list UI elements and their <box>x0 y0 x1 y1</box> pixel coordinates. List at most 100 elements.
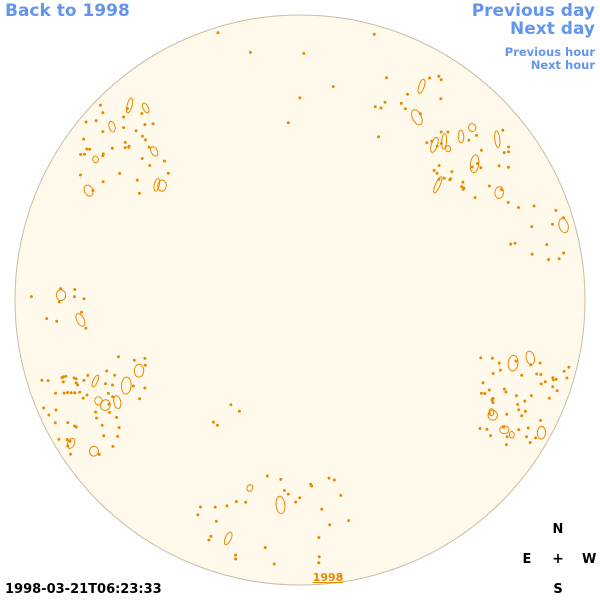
contour-mark <box>47 413 51 417</box>
compass-south-label: S <box>553 582 563 597</box>
contour-mark <box>117 426 121 429</box>
contour-mark <box>199 505 202 509</box>
contour-mark <box>530 252 534 256</box>
contour-mark <box>439 97 443 101</box>
contour-mark <box>143 363 147 367</box>
contour-mark <box>82 297 86 301</box>
contour-mark <box>491 401 495 405</box>
contour-mark <box>499 425 510 435</box>
contour-mark <box>72 376 76 380</box>
contour-mark <box>543 380 547 384</box>
contour-mark <box>547 258 550 262</box>
contour-mark <box>339 493 343 497</box>
contour-mark <box>433 176 443 194</box>
contour-mark <box>525 435 529 439</box>
contour-mark <box>505 412 509 416</box>
contour-mark <box>225 504 229 508</box>
year-label[interactable]: 1998 <box>313 571 344 584</box>
contour-mark <box>498 368 502 372</box>
contour-mark <box>61 375 65 379</box>
contour-mark <box>286 492 290 496</box>
contour-mark <box>76 383 80 387</box>
contour-mark <box>554 377 558 381</box>
contour-mark <box>148 164 152 167</box>
contour-mark <box>153 178 161 192</box>
contour-mark <box>494 130 501 149</box>
contour-mark <box>111 383 114 387</box>
next-day-link[interactable]: Next day <box>510 19 595 39</box>
contour-mark <box>442 176 446 180</box>
contour-mark <box>65 438 69 441</box>
contour-mark <box>485 427 489 431</box>
contour-mark <box>328 523 332 527</box>
contour-mark <box>377 135 380 139</box>
contour-mark <box>439 130 443 134</box>
contour-mark <box>213 505 217 509</box>
contour-mark <box>551 376 555 380</box>
contour-mark <box>75 313 86 327</box>
previous-hour-link[interactable]: Previous hour <box>504 45 595 59</box>
contour-mark <box>66 391 70 394</box>
contour-mark <box>557 257 561 261</box>
contour-mark <box>302 51 306 55</box>
contour-mark <box>505 435 509 439</box>
contour-mark <box>514 394 518 398</box>
contour-mark <box>430 139 434 143</box>
contour-mark <box>234 500 238 504</box>
contour-mark <box>500 188 503 192</box>
contour-mark <box>102 434 106 438</box>
contour-mark <box>379 106 383 110</box>
contour-mark <box>88 445 99 457</box>
contour-mark <box>66 437 76 449</box>
observation-timestamp: 1998-03-21T06:23:33 <box>5 582 162 597</box>
compass-center-cross: + <box>552 551 564 567</box>
compass-east-label: E <box>522 552 532 567</box>
contour-mark <box>88 147 92 151</box>
contour-mark <box>272 562 276 566</box>
contour-mark <box>95 416 98 420</box>
previous-day-link[interactable]: Previous day <box>471 1 595 21</box>
contour-mark <box>133 363 145 378</box>
contour-mark <box>123 146 127 150</box>
contour-mark <box>53 421 57 425</box>
contour-mark <box>196 513 200 517</box>
contour-mark <box>528 441 532 444</box>
contour-mark <box>479 391 483 395</box>
contour-mark <box>134 129 138 133</box>
contour-mark <box>123 140 127 144</box>
contour-mark <box>108 120 116 133</box>
contour-mark <box>554 208 558 212</box>
contour-mark <box>441 133 448 150</box>
contour-mark <box>84 326 88 330</box>
contour-mark <box>86 373 90 377</box>
contour-mark <box>507 354 519 372</box>
contour-mark <box>530 225 534 229</box>
contour-mark <box>567 365 571 369</box>
contour-mark <box>116 434 120 438</box>
contour-mark <box>81 396 85 400</box>
contour-mark <box>406 92 409 96</box>
contour-mark <box>462 186 466 190</box>
contour-mark <box>545 243 549 247</box>
contour-mark <box>479 166 483 170</box>
contour-mark <box>122 126 126 130</box>
contour-mark <box>513 241 517 245</box>
contour-mark <box>562 369 566 373</box>
contour-mark <box>105 369 109 373</box>
contour-mark <box>143 386 147 390</box>
contour-mark <box>83 184 94 197</box>
contour-mark <box>309 482 313 486</box>
contour-mark <box>501 128 505 132</box>
contour-mark <box>565 376 569 380</box>
contour-mark <box>317 561 321 565</box>
contour-mark <box>215 423 219 427</box>
contour-mark <box>69 452 72 456</box>
contour-mark <box>448 178 452 182</box>
contour-mark <box>331 85 335 89</box>
contour-mark <box>502 387 506 391</box>
contour-mark <box>140 157 144 160</box>
contour-mark <box>481 381 485 385</box>
back-to-year-link[interactable]: Back to 1998 <box>5 1 130 21</box>
next-hour-link[interactable]: Next hour <box>530 58 595 72</box>
